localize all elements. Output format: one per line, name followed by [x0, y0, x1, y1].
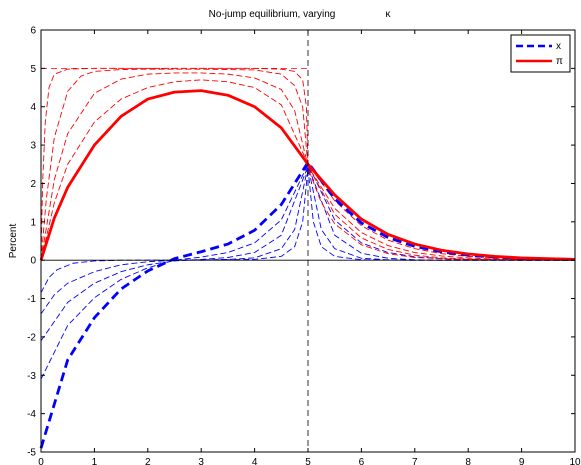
- legend-pi-label: π: [556, 56, 563, 67]
- x-tick-label: 2: [145, 457, 151, 465]
- x-tick-label: 9: [519, 457, 525, 465]
- x-tick-label: 1: [92, 457, 98, 465]
- legend-x-label: x: [556, 41, 561, 52]
- axis-ticks: 0 1 2 3 4 5 6 7 8 9 10 -5 -4 -3 -2 -1 0 1 2 3 4 5 6: [27, 26, 581, 465]
- y-tick-label: 4: [30, 102, 36, 113]
- x-tick-label: 8: [465, 457, 471, 465]
- y-tick-label: -2: [27, 332, 36, 343]
- chart-title: No-jump equilibrium, varying: [209, 9, 336, 20]
- x-tick-label: 5: [305, 457, 311, 465]
- y-tick-label: 1: [30, 217, 36, 228]
- chart-title-symbol: κ: [386, 9, 392, 20]
- y-axis-label: Percent: [8, 224, 19, 259]
- x-tick-label: 7: [412, 457, 418, 465]
- y-tick-label: -3: [27, 371, 36, 382]
- y-tick-label: -5: [27, 448, 36, 459]
- x-tick-label: 4: [252, 457, 258, 465]
- series-line-5: [40, 167, 575, 293]
- y-tick-label: -4: [27, 409, 36, 420]
- x-tick-label: 3: [198, 457, 204, 465]
- y-tick-label: 2: [30, 179, 36, 190]
- legend: x π: [510, 34, 571, 73]
- legend-box: [510, 34, 571, 73]
- series-line-7: [40, 72, 576, 261]
- series-line-1: [39, 89, 576, 261]
- y-tick-label: 6: [30, 26, 36, 37]
- reference-lines: [41, 30, 575, 452]
- y-tick-label: 5: [30, 64, 36, 75]
- y-tick-label: 0: [30, 256, 36, 267]
- series-line-8: [40, 68, 576, 261]
- x-tick-label: 6: [359, 457, 365, 465]
- y-tick-label: -1: [27, 294, 36, 305]
- x-tick-label: 10: [569, 457, 581, 465]
- y-tick-label: 3: [30, 141, 36, 152]
- x-tick-label: 0: [38, 457, 44, 465]
- series-line-9: [40, 67, 575, 261]
